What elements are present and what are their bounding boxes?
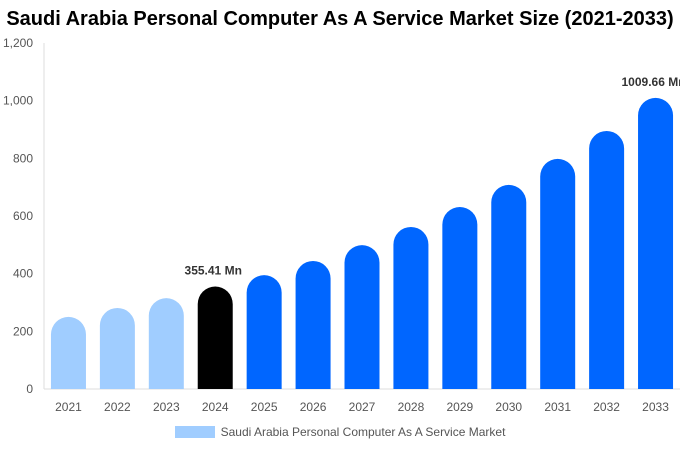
bar-2033 (638, 97, 674, 390)
bar-2030 (491, 184, 527, 389)
x-tick-label: 2027 (349, 400, 376, 414)
x-tick-label: 2023 (153, 400, 180, 414)
bar-2028 (393, 226, 429, 389)
x-tick-label: 2022 (104, 400, 131, 414)
data-label: 1009.66 Mn (622, 75, 680, 89)
x-tick-label: 2024 (202, 400, 229, 414)
y-tick-label: 400 (13, 267, 33, 281)
x-tick-label: 2025 (251, 400, 278, 414)
bar-2023 (148, 298, 184, 389)
legend-swatch (174, 426, 215, 438)
x-tick-label: 2026 (300, 400, 327, 414)
y-tick-label: 200 (13, 324, 33, 338)
bar-2032 (589, 130, 625, 390)
bar-2022 (99, 307, 135, 389)
y-tick-label: 0 (26, 382, 33, 396)
chart-title: Saudi Arabia Personal Computer As A Serv… (6, 8, 674, 30)
bar-2027 (344, 245, 380, 389)
bar-2021 (50, 316, 86, 389)
legend[interactable]: Saudi Arabia Personal Computer As A Serv… (0, 425, 680, 439)
x-tick-label: 2032 (593, 400, 620, 414)
x-tick-label: 2031 (544, 400, 571, 414)
bar-2029 (442, 207, 478, 389)
y-tick-label: 800 (13, 151, 33, 165)
bar-2025 (246, 275, 282, 389)
bar-chart: 0 200 400 600 800 1,000 1,200 2021 2022 2023 2024 3… (3, 36, 680, 414)
bar-2031 (540, 158, 576, 389)
bar-2026 (295, 260, 331, 389)
x-tick-label: 2021 (55, 400, 82, 414)
x-tick-label: 2028 (398, 400, 425, 414)
legend-label: Saudi Arabia Personal Computer As A Serv… (220, 425, 506, 439)
data-label: 355.41 Mn (185, 264, 242, 278)
x-tick-label: 2033 (642, 400, 669, 414)
y-tick-label: 1,200 (3, 36, 33, 50)
y-tick-label: 600 (13, 209, 33, 223)
bar-2024 (197, 286, 233, 389)
x-tick-label: 2030 (495, 400, 522, 414)
x-tick-label: 2029 (446, 400, 473, 414)
y-tick-label: 1,000 (3, 94, 33, 108)
